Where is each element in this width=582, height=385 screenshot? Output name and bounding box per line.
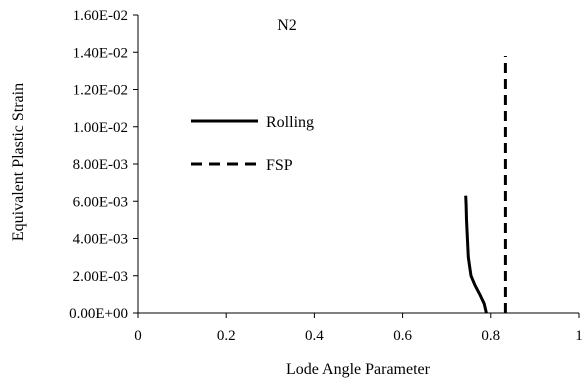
y-tick-label: 1.60E-02 (73, 8, 128, 24)
y-tick-label: 2.00E-03 (73, 269, 128, 285)
y-tick-label: 1.20E-02 (73, 83, 128, 99)
x-tick-label: 0.2 (217, 328, 236, 344)
x-axis-label: Lode Angle Parameter (286, 361, 431, 378)
x-tick-label: 0.4 (305, 328, 324, 344)
x-tick-label: 0.8 (481, 328, 500, 344)
series-layer (464, 56, 507, 314)
y-tick-label: 8.00E-03 (73, 157, 128, 173)
x-tick-label: 1 (575, 328, 582, 344)
y-tick-label: 1.00E-02 (73, 120, 128, 136)
legend-label-fsp: FSP (266, 157, 293, 174)
x-tick-label: 0 (134, 328, 142, 344)
y-tick-label: 6.00E-03 (73, 194, 128, 210)
x-tick-label: 0.6 (393, 328, 412, 344)
axes (137, 15, 579, 314)
y-axis-label: Equivalent Plastic Strain (10, 83, 27, 241)
x-ticks: 0 0.2 0.4 0.6 0.8 1 (134, 313, 582, 344)
legend: Rolling FSP (191, 114, 314, 174)
y-ticks: 0.00E+00 2.00E-03 4.00E-03 6.00E-03 8.00E-03… (69, 8, 138, 322)
y-tick-label: 4.00E-03 (73, 232, 128, 248)
series-line-rolling (464, 195, 488, 314)
y-tick-label: 0.00E+00 (69, 306, 128, 322)
legend-label-rolling: Rolling (266, 114, 314, 131)
y-tick-label: 1.40E-02 (73, 45, 128, 61)
chart-title: N2 (277, 17, 297, 34)
